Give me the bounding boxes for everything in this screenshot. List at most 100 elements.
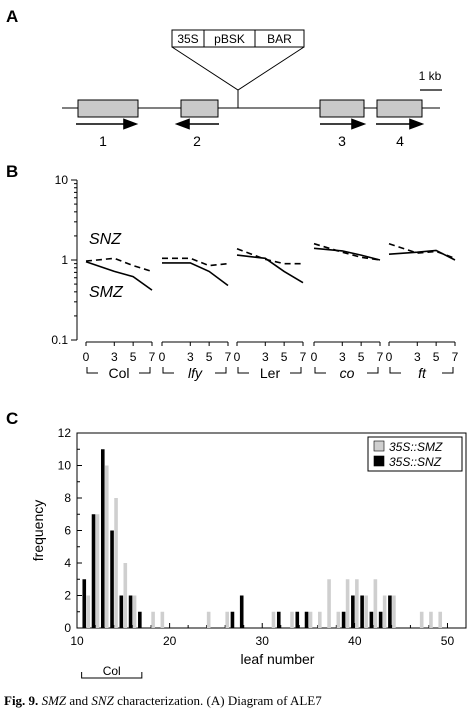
series-line-smz — [313, 247, 381, 261]
series-line-snz — [85, 257, 153, 273]
caption-bold: Fig. 9. — [4, 693, 39, 708]
x-tick-label: 3 — [187, 350, 194, 364]
panel-c-label: C — [6, 409, 18, 428]
caption-smz: SMZ — [41, 693, 67, 708]
snz-label: SNZ — [89, 231, 122, 248]
caption-and: and — [66, 693, 92, 708]
bar-35s-smz — [345, 579, 350, 628]
bar-35s-smz — [160, 611, 165, 628]
bar-35s-smz — [327, 579, 331, 628]
legend-label: 35S::SNZ — [389, 455, 442, 469]
bar-35s-smz — [318, 611, 322, 628]
bar-35s-snz — [91, 514, 96, 628]
x-tick-label: 10 — [70, 634, 84, 648]
bar-35s-snz — [239, 595, 244, 628]
y-tick-label: 2 — [64, 589, 71, 603]
bar-35s-smz — [290, 611, 294, 628]
y-tick-label: 4 — [64, 556, 71, 570]
group-bracket-right — [367, 367, 379, 374]
group-bracket-left — [86, 367, 98, 374]
x-tick-label: 7 — [149, 350, 156, 364]
y-tick-label: 12 — [58, 426, 72, 440]
bar-35s-snz — [341, 611, 346, 628]
bar-35s-snz — [388, 595, 392, 628]
series-line-snz — [236, 248, 303, 265]
legend-swatch — [373, 455, 385, 467]
x-tick-label: 0 — [83, 350, 90, 364]
figure-caption: Fig. 9. SMZ and SNZ characterization. (A… — [4, 693, 474, 712]
construct-pbsk: pBSK — [214, 32, 245, 46]
group-label-ler: Ler — [260, 365, 281, 381]
bar-35s-smz — [438, 611, 443, 628]
bar-35s-snz — [360, 595, 364, 628]
bar-35s-snz — [138, 611, 142, 628]
x-tick-label: 5 — [358, 350, 365, 364]
group-bracket-left — [314, 367, 326, 374]
bar-35s-smz — [151, 611, 155, 628]
bar-35s-snz — [230, 611, 235, 628]
legend-swatch — [373, 440, 385, 452]
bar-35s-smz — [392, 595, 396, 628]
group-bracket-left — [237, 367, 249, 374]
x-tick-label: 3 — [339, 350, 346, 364]
x-tick-label: 3 — [111, 350, 118, 364]
x-tick-label: 5 — [206, 350, 213, 364]
x-axis-label: leaf number — [241, 651, 315, 667]
y-tick-label: 0.1 — [51, 333, 68, 347]
construct-35s: 35S — [177, 32, 198, 46]
x-tick-label: 0 — [159, 350, 166, 364]
series-line-smz — [388, 249, 456, 261]
group-bracket-right — [442, 367, 454, 374]
group-label-lfy: lfy — [188, 365, 203, 381]
bar-35s-snz — [82, 579, 87, 628]
exon-number-4: 4 — [396, 133, 404, 149]
caption-rest: characterization. (A) Diagram of ALE7 — [113, 693, 322, 708]
bar-35s-snz — [128, 595, 133, 628]
y-tick-label: 8 — [64, 491, 71, 505]
bar-35s-snz — [369, 611, 374, 628]
bar-35s-smz — [95, 514, 100, 628]
bar-35s-smz — [429, 611, 433, 628]
x-tick-label: 0 — [311, 350, 318, 364]
bar-35s-snz — [304, 611, 309, 628]
bar-35s-smz — [336, 611, 341, 628]
bar-35s-snz — [378, 611, 383, 628]
bar-35s-snz — [110, 530, 114, 628]
y-tick-label: 1 — [61, 253, 68, 267]
y-tick-label: 10 — [58, 459, 72, 473]
y-tick-label: 6 — [64, 524, 71, 538]
smz-label: SMZ — [89, 284, 124, 301]
construct-bar: BAR — [267, 32, 292, 46]
bar-35s-smz — [132, 595, 137, 628]
bar-35s-smz — [206, 611, 211, 628]
y-tick-label: 10 — [55, 173, 69, 187]
bar-35s-snz — [351, 595, 355, 628]
bar-35s-smz — [373, 579, 378, 628]
panel-b-label: B — [6, 162, 18, 181]
x-tick-label: 7 — [225, 350, 232, 364]
group-bracket-left — [162, 367, 174, 374]
group-bracket-right — [139, 367, 151, 374]
bar-35s-smz — [364, 595, 368, 628]
exon-number-3: 3 — [338, 133, 346, 149]
bar-35s-smz — [355, 579, 359, 628]
x-tick-label: 7 — [452, 350, 459, 364]
x-tick-label: 50 — [441, 634, 455, 648]
legend-label: 35S::SMZ — [389, 440, 443, 454]
exon-number-1: 1 — [99, 133, 107, 149]
x-tick-label: 20 — [163, 634, 177, 648]
exon-1 — [77, 99, 139, 118]
series-line-smz — [162, 262, 229, 287]
panel-a-label: A — [6, 7, 18, 26]
series-line-smz — [85, 261, 153, 291]
group-label-ft: ft — [418, 365, 427, 381]
scale-label: 1 kb — [419, 69, 442, 83]
bar-35s-snz — [295, 611, 300, 628]
bar-35s-snz — [100, 449, 105, 628]
exon-number-2: 2 — [193, 133, 201, 149]
construct-box: 35S pBSK BAR — [171, 29, 305, 48]
x-tick-label: 5 — [281, 350, 288, 364]
x-tick-label: 7 — [300, 350, 307, 364]
exon-4 — [376, 99, 423, 118]
